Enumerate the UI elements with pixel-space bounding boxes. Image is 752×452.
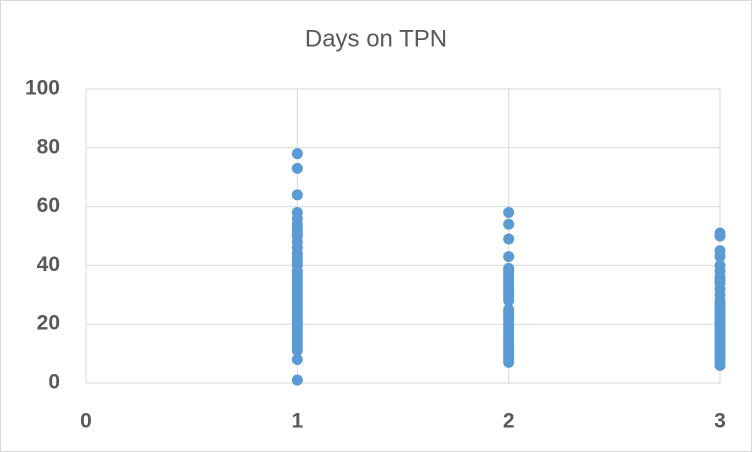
chart-title: Days on TPN xyxy=(305,25,447,52)
x-tick-label: 3 xyxy=(714,410,726,433)
point xyxy=(291,353,303,365)
point xyxy=(714,230,726,242)
point xyxy=(503,233,515,245)
point xyxy=(503,206,515,218)
point xyxy=(291,148,303,160)
point xyxy=(503,251,515,263)
x-tick-label: 2 xyxy=(503,410,515,433)
point xyxy=(714,251,726,263)
y-tick-label: 20 xyxy=(37,312,60,335)
point xyxy=(714,359,726,371)
point xyxy=(503,295,515,307)
x-tick-label: 1 xyxy=(291,410,303,433)
y-tick-label: 100 xyxy=(25,77,60,100)
y-tick-label: 0 xyxy=(48,371,60,394)
x-tick-label: 0 xyxy=(80,410,92,433)
point xyxy=(503,356,515,368)
y-tick-label: 60 xyxy=(37,194,60,217)
y-tick-label: 40 xyxy=(37,253,60,276)
point xyxy=(291,374,303,386)
y-tick-label: 80 xyxy=(37,135,60,158)
point xyxy=(291,189,303,201)
point xyxy=(291,345,303,357)
point xyxy=(503,218,515,230)
point xyxy=(291,162,303,174)
